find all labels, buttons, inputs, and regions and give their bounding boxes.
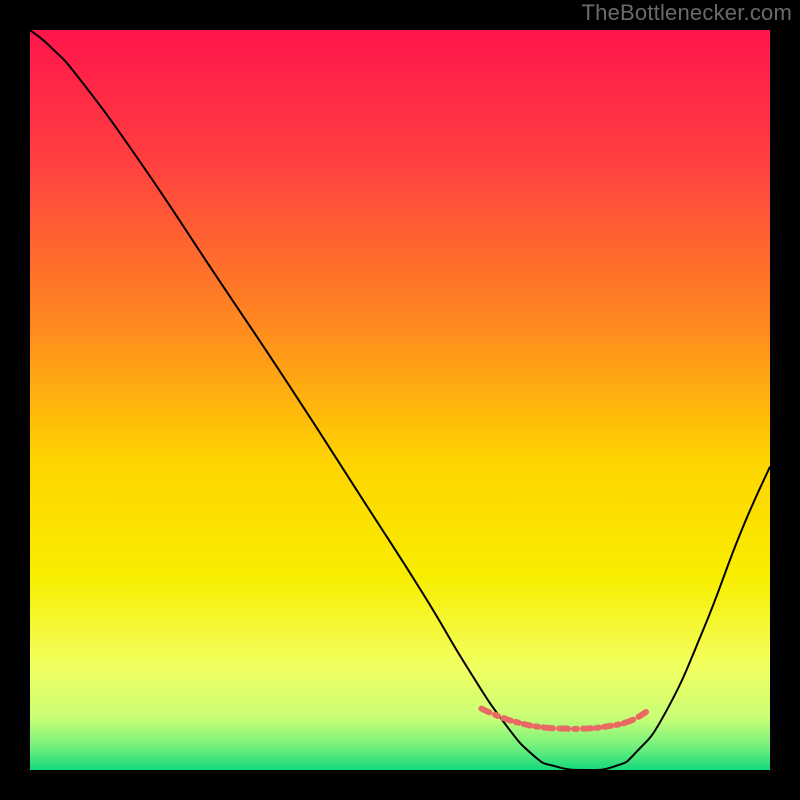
watermark-text: TheBottlenecker.com xyxy=(582,0,792,25)
watermark: TheBottlenecker.com xyxy=(582,2,792,24)
plot-background-gradient xyxy=(30,30,770,770)
chart-stage: TheBottlenecker.com xyxy=(0,0,800,800)
bottleneck-chart xyxy=(0,0,800,800)
